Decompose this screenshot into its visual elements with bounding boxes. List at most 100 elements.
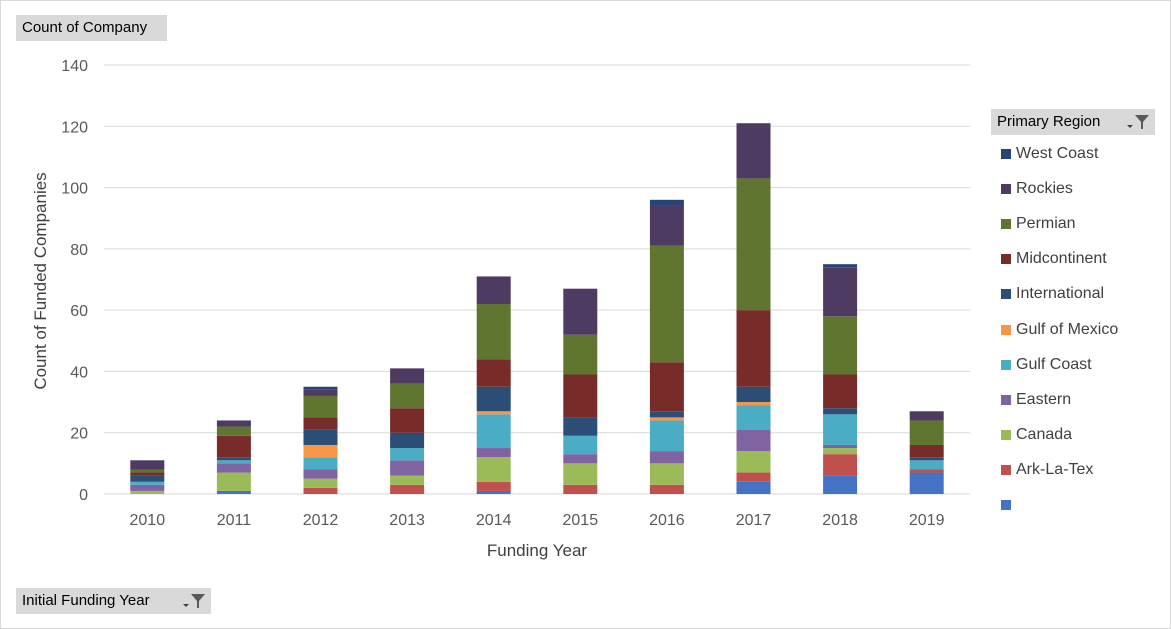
bar-segment[interactable] <box>563 417 598 436</box>
bar-segment[interactable] <box>303 457 338 470</box>
value-field-button[interactable]: Count of Company <box>16 15 167 41</box>
bar-segment[interactable] <box>909 472 944 494</box>
bar-segment[interactable] <box>216 460 251 464</box>
axis-field-label: Initial Funding Year <box>22 592 150 609</box>
bar-segment[interactable] <box>563 463 598 485</box>
bar-segment[interactable] <box>736 451 771 473</box>
bar-segment[interactable] <box>476 490 511 494</box>
legend-swatch <box>1001 394 1011 405</box>
bar-segment[interactable] <box>909 460 944 470</box>
bar-segment[interactable] <box>476 457 511 482</box>
bar-segment[interactable] <box>823 444 858 449</box>
bar-segment[interactable] <box>909 457 944 461</box>
filter-dropdown-icon[interactable] <box>1125 113 1151 131</box>
bar-segment[interactable] <box>649 411 684 418</box>
axis-field-button[interactable]: Initial Funding Year <box>16 588 211 614</box>
bar-segment[interactable] <box>390 408 425 433</box>
bar-segment[interactable] <box>476 481 511 491</box>
bar-segment[interactable] <box>216 463 251 473</box>
bar-segment[interactable] <box>216 490 251 494</box>
bar-segment[interactable] <box>563 484 598 494</box>
bar-segment[interactable] <box>303 469 338 479</box>
bar-segment[interactable] <box>823 448 858 455</box>
bar-segment[interactable] <box>823 475 858 494</box>
bar-segment[interactable] <box>649 463 684 485</box>
bar-segment[interactable] <box>130 472 165 476</box>
bar-segment[interactable] <box>476 411 511 415</box>
bar-segment[interactable] <box>476 414 511 449</box>
legend-field-button[interactable]: Primary Region <box>991 109 1155 135</box>
bar-segment[interactable] <box>130 460 165 470</box>
bar-segment[interactable] <box>649 199 684 206</box>
bar-segment[interactable] <box>130 475 165 482</box>
bar-segment[interactable] <box>736 481 771 494</box>
bar-segment[interactable] <box>649 451 684 464</box>
bar-segment[interactable] <box>303 386 338 390</box>
bar-segment[interactable] <box>563 374 598 418</box>
bar-segment[interactable] <box>476 448 511 458</box>
bar-segment[interactable] <box>649 417 684 421</box>
bar-segment[interactable] <box>390 460 425 476</box>
bar-segment[interactable] <box>216 472 251 491</box>
bar-segment[interactable] <box>130 490 165 494</box>
bar-segment[interactable] <box>390 484 425 494</box>
bar-segment[interactable] <box>736 472 771 482</box>
bar-segment[interactable] <box>476 276 511 305</box>
bar-segment[interactable] <box>216 426 251 436</box>
bar-segment[interactable] <box>823 454 858 476</box>
bar-segment[interactable] <box>909 444 944 458</box>
bar-segment[interactable] <box>303 444 338 458</box>
bar-segment[interactable] <box>563 435 598 455</box>
bar-segment[interactable] <box>303 487 338 494</box>
y-axis-tick-labels: 0 20 40 60 80 100 120 140 <box>61 58 88 504</box>
bar-segment[interactable] <box>649 420 684 452</box>
bar-segment[interactable] <box>390 448 425 461</box>
x-tick-label: 2011 <box>217 512 252 529</box>
bar-segment[interactable] <box>216 420 251 427</box>
bar-segment[interactable] <box>823 316 858 375</box>
bar-segment[interactable] <box>216 435 251 458</box>
bar-segment[interactable] <box>130 469 165 473</box>
legend-swatch <box>1001 359 1011 370</box>
bar-segment[interactable] <box>909 420 944 445</box>
bar-segment[interactable] <box>390 475 425 485</box>
bar-segment[interactable] <box>909 411 944 421</box>
bar-segment[interactable] <box>563 334 598 375</box>
bar-segment[interactable] <box>303 478 338 488</box>
bar-segment[interactable] <box>736 123 771 179</box>
bar-segment[interactable] <box>216 457 251 461</box>
bar-segment[interactable] <box>476 386 511 412</box>
bar-segment[interactable] <box>390 368 425 384</box>
bar-segment[interactable] <box>736 402 771 406</box>
bar-segment[interactable] <box>823 374 858 409</box>
legend-swatch <box>1001 429 1011 440</box>
bar-segment[interactable] <box>736 310 771 387</box>
bar-segment[interactable] <box>303 417 338 430</box>
filter-dropdown-icon[interactable] <box>181 592 207 610</box>
bar-segment[interactable] <box>390 432 425 449</box>
bar-segment[interactable] <box>303 389 338 396</box>
bar-segment[interactable] <box>823 414 858 445</box>
bar-segment[interactable] <box>649 205 684 246</box>
bar-segment[interactable] <box>823 408 858 415</box>
bar-segment[interactable] <box>130 481 165 485</box>
bar-segment[interactable] <box>649 245 684 363</box>
bar-segment[interactable] <box>909 469 944 473</box>
bar-segment[interactable] <box>649 484 684 494</box>
bar-segment[interactable] <box>736 429 771 452</box>
bar-segment[interactable] <box>736 178 771 311</box>
bar-segment[interactable] <box>476 304 511 360</box>
x-axis-title: Funding Year <box>487 541 588 560</box>
bar-segment[interactable] <box>563 288 598 335</box>
bar-segment[interactable] <box>476 359 511 387</box>
bar-segment[interactable] <box>823 264 858 268</box>
bar-segment[interactable] <box>390 383 425 409</box>
bar-segment[interactable] <box>649 362 684 412</box>
bar-segment[interactable] <box>303 429 338 445</box>
bar-segment[interactable] <box>823 267 858 317</box>
bar-segment[interactable] <box>563 454 598 464</box>
bar-segment[interactable] <box>736 386 771 403</box>
bar-segment[interactable] <box>130 484 165 491</box>
bar-segment[interactable] <box>303 395 338 418</box>
bar-segment[interactable] <box>736 405 771 430</box>
